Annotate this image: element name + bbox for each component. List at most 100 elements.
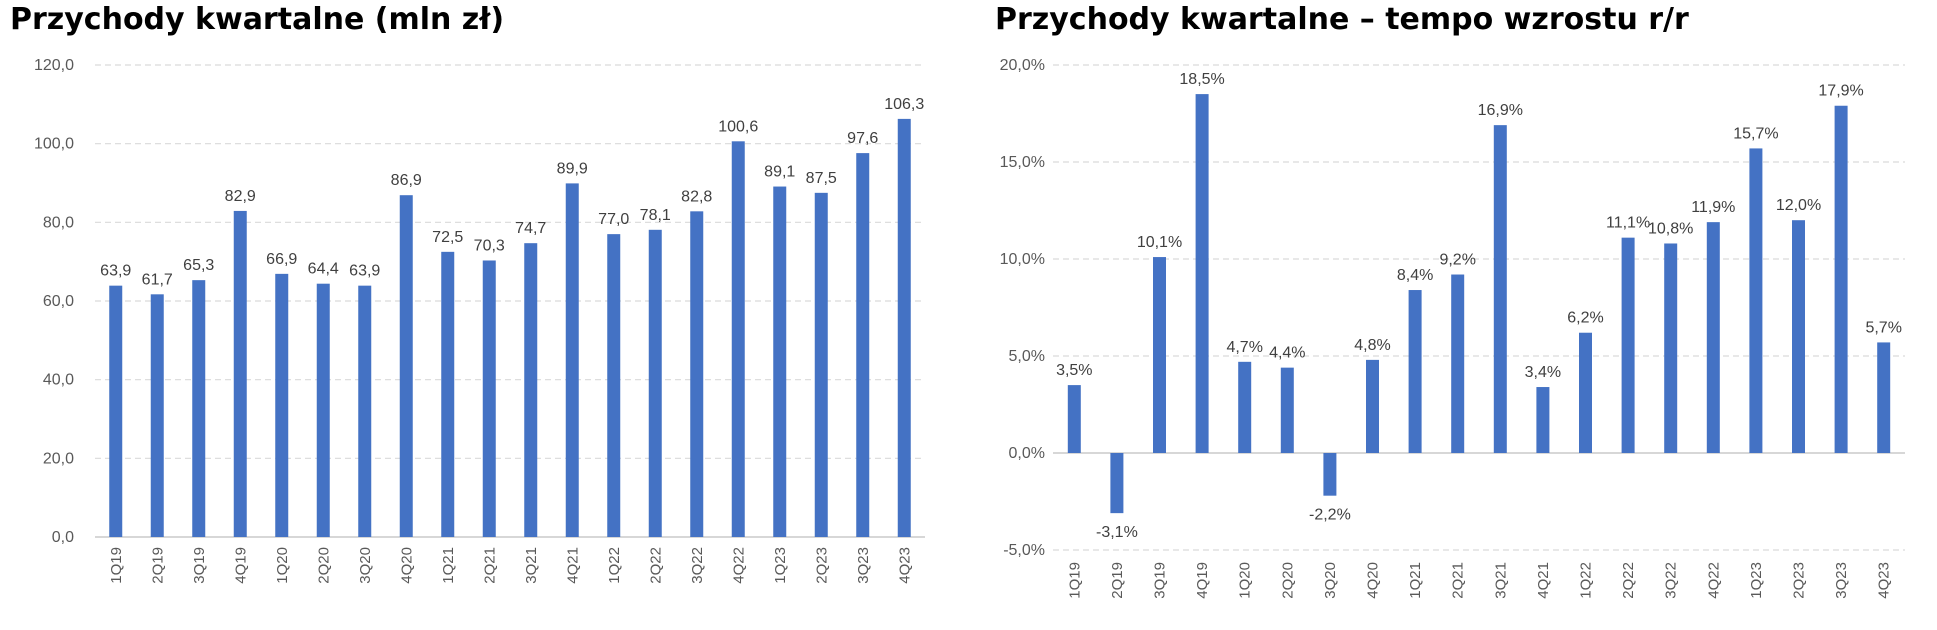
category-label: 2Q20 [315,547,332,584]
y-tick-label: 0,0 [52,529,74,546]
data-label: 82,9 [225,188,256,205]
category-label: 2Q23 [813,547,830,584]
bar [1749,148,1763,454]
data-label: 12,0% [1776,197,1821,214]
data-label: 6,2% [1567,310,1603,327]
bar [690,211,704,537]
bar [1621,237,1635,453]
data-label: 4,7% [1226,339,1262,356]
bar [1366,359,1379,453]
bar [1408,290,1422,453]
y-tick-label: 40,0 [43,372,74,389]
bar [482,260,496,537]
bar [1493,125,1507,453]
category-label: 4Q23 [1876,562,1893,599]
data-label: 86,9 [391,172,422,189]
category-label: 2Q21 [481,547,498,584]
category-label: 3Q20 [1322,562,1339,599]
category-label: 3Q19 [191,547,208,584]
y-tick-label: 20,0 [43,450,74,467]
bar [399,195,413,537]
data-label: 16,9% [1478,102,1523,119]
category-label: 2Q23 [1791,562,1808,599]
data-label: 18,5% [1179,71,1224,88]
bar [607,234,621,537]
data-label: 15,7% [1733,125,1778,142]
category-label: 1Q22 [1578,562,1595,599]
category-label: 4Q21 [564,547,581,584]
category-label: 1Q21 [440,547,457,584]
data-label: -3,1% [1096,524,1138,541]
bar [814,192,828,538]
data-label: 77,0 [598,211,629,228]
bar [1280,367,1294,453]
data-label: 65,3 [183,257,214,274]
revenue-bar-chart: 0,0 20,0 40,0 60,0 80,0 100,0 120,0 63,9 1Q19 61,… [34,57,925,584]
data-label: 97,6 [847,130,878,147]
bar [1877,342,1891,453]
bar [109,285,123,537]
data-label: -2,2% [1309,507,1351,524]
data-label: 3,4% [1525,364,1561,381]
bar [150,294,164,537]
bar [192,280,206,537]
data-label: 61,7 [142,271,173,288]
y-tick-label: 60,0 [43,293,74,310]
data-label: 10,8% [1648,220,1693,237]
data-label: 70,3 [474,237,505,254]
bar [1195,94,1209,453]
y-tick-label: 100,0 [34,136,74,153]
category-label: 4Q19 [232,547,249,584]
category-label: 3Q21 [1492,562,1509,599]
y-tick-label: 80,0 [43,214,74,231]
category-label: 1Q23 [772,547,789,584]
y-tick-label: 5,0% [1009,348,1045,365]
category-label: 2Q21 [1450,562,1467,599]
category-label: 3Q21 [523,547,540,584]
data-label: 8,4% [1397,267,1433,284]
category-label: 3Q22 [689,547,706,584]
bar [1067,385,1081,453]
bar [524,243,538,537]
data-label: 10,1% [1137,234,1182,251]
data-label: 3,5% [1056,362,1092,379]
category-label: 1Q22 [606,547,623,584]
data-label: 66,9 [266,251,297,268]
category-label: 1Q20 [274,547,291,584]
category-label: 1Q19 [108,547,125,584]
y-tick-label: 10,0% [1000,251,1045,268]
bar [1153,257,1166,453]
bar [316,283,330,537]
data-label: 74,7 [515,220,546,237]
category-label: 4Q23 [896,547,913,584]
category-label: 3Q23 [1833,562,1850,599]
y-tick-label: -5,0% [1003,542,1045,559]
category-label: 4Q21 [1535,562,1552,599]
bar [1706,222,1720,453]
category-label: 4Q22 [1705,562,1722,599]
y-tick-label: 0,0% [1009,445,1045,462]
data-label: 9,2% [1439,252,1475,269]
data-label: 87,5 [806,170,837,187]
bar [441,251,455,538]
right-chart-title: Przychody kwartalne – tempo wzrostu r/r [995,2,1689,37]
category-label: 2Q22 [1620,562,1637,599]
bar [1792,220,1805,453]
category-label: 2Q19 [149,547,166,584]
data-label: 11,1% [1606,215,1650,232]
bar [1536,387,1550,453]
data-label: 11,9% [1691,199,1735,216]
category-label: 1Q21 [1407,562,1424,599]
bar [275,273,289,537]
data-label: 89,1 [764,164,795,181]
category-label: 4Q19 [1194,562,1211,599]
data-label: 5,7% [1865,319,1901,336]
data-label: 106,3 [884,96,924,113]
bar [856,153,870,537]
bar [1238,361,1252,453]
category-label: 4Q20 [1365,562,1382,599]
bar [1110,453,1124,514]
bar [1323,453,1337,496]
data-label: 63,9 [100,263,131,280]
category-label: 1Q23 [1748,562,1765,599]
